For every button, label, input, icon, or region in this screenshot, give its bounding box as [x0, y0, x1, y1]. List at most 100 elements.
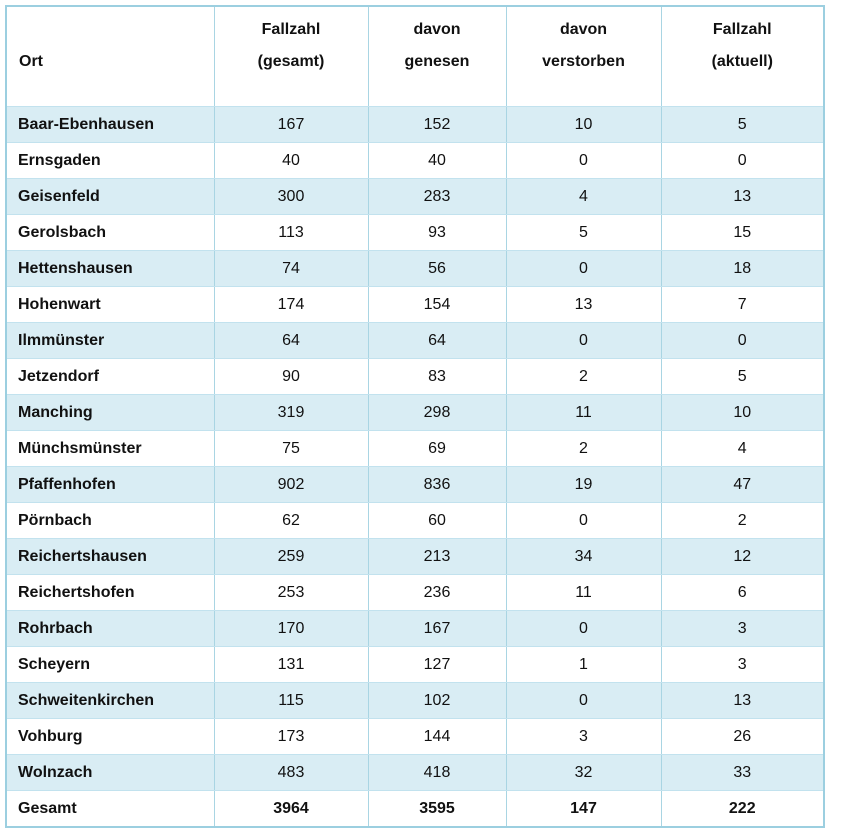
header-row: Ort Fallzahl (gesamt) davon genesen davo… — [5, 5, 825, 107]
cell-aktuell: 6 — [660, 574, 825, 611]
cell-verstorben: 19 — [505, 466, 662, 503]
cell-aktuell: 3 — [660, 610, 825, 647]
table-row: Ernsgaden 40 40 0 0 — [5, 142, 825, 179]
header-line2: Ort — [19, 53, 43, 70]
cell-ort: Wolnzach — [5, 754, 215, 791]
cell-genesen: 64 — [367, 322, 507, 359]
cell-aktuell: 5 — [660, 106, 825, 143]
cell-verstorben: 13 — [505, 286, 662, 323]
table-row: Geisenfeld 300 283 4 13 — [5, 178, 825, 215]
cell-ort: Münchsmünster — [5, 430, 215, 467]
table-row: Münchsmünster 75 69 2 4 — [5, 430, 825, 467]
header-line1: Fallzahl — [261, 21, 321, 38]
cell-genesen: 60 — [367, 502, 507, 539]
column-header-davon-verstorben: davon verstorben — [505, 5, 662, 107]
table-row: Vohburg 173 144 3 26 — [5, 718, 825, 755]
cell-verstorben: 0 — [505, 682, 662, 719]
cell-gesamt: 483 — [213, 754, 369, 791]
cell-aktuell: 13 — [660, 178, 825, 215]
cell-gesamt: 319 — [213, 394, 369, 431]
cell-genesen: 154 — [367, 286, 507, 323]
cell-ort: Ilmmünster — [5, 322, 215, 359]
cell-ort: Manching — [5, 394, 215, 431]
cell-ort: Schweitenkirchen — [5, 682, 215, 719]
cell-ort: Pörnbach — [5, 502, 215, 539]
cell-gesamt: 259 — [213, 538, 369, 575]
cell-gesamt: 253 — [213, 574, 369, 611]
cell-ort: Vohburg — [5, 718, 215, 755]
cell-verstorben: 3 — [505, 718, 662, 755]
cell-aktuell: 47 — [660, 466, 825, 503]
cell-aktuell: 13 — [660, 682, 825, 719]
cell-gesamt: 170 — [213, 610, 369, 647]
cell-aktuell: 3 — [660, 646, 825, 683]
cell-genesen: 69 — [367, 430, 507, 467]
cell-gesamt: 300 — [213, 178, 369, 215]
cell-verstorben: 0 — [505, 322, 662, 359]
cell-ort: Jetzendorf — [5, 358, 215, 395]
cell-genesen: 83 — [367, 358, 507, 395]
table-row: Reichertshofen 253 236 11 6 — [5, 574, 825, 611]
cell-verstorben: 147 — [505, 790, 662, 828]
column-header-fallzahl-aktuell: Fallzahl (aktuell) — [660, 5, 825, 107]
header-line2: (gesamt) — [257, 53, 325, 70]
header-line1: davon — [413, 21, 461, 38]
table-row: Jetzendorf 90 83 2 5 — [5, 358, 825, 395]
cell-ort: Reichertshofen — [5, 574, 215, 611]
cell-genesen: 152 — [367, 106, 507, 143]
table-row: Hettenshausen 74 56 0 18 — [5, 250, 825, 287]
cell-ort: Baar-Ebenhausen — [5, 106, 215, 143]
table-row: Hohenwart 174 154 13 7 — [5, 286, 825, 323]
cell-ort: Hettenshausen — [5, 250, 215, 287]
cell-gesamt: 113 — [213, 214, 369, 251]
cell-gesamt: 75 — [213, 430, 369, 467]
cell-verstorben: 2 — [505, 430, 662, 467]
table-row: Pörnbach 62 60 0 2 — [5, 502, 825, 539]
table-row: Wolnzach 483 418 32 33 — [5, 754, 825, 791]
cell-aktuell: 0 — [660, 142, 825, 179]
cell-gesamt: 167 — [213, 106, 369, 143]
header-line2: genesen — [404, 53, 470, 70]
cell-gesamt: 62 — [213, 502, 369, 539]
cell-genesen: 3595 — [367, 790, 507, 828]
cell-genesen: 236 — [367, 574, 507, 611]
column-header-ort: Ort — [5, 5, 215, 107]
cell-gesamt: 40 — [213, 142, 369, 179]
cell-ort: Hohenwart — [5, 286, 215, 323]
cell-aktuell: 5 — [660, 358, 825, 395]
cell-gesamt: 74 — [213, 250, 369, 287]
cell-aktuell: 26 — [660, 718, 825, 755]
cell-verstorben: 0 — [505, 142, 662, 179]
cell-genesen: 56 — [367, 250, 507, 287]
cell-verstorben: 0 — [505, 250, 662, 287]
cell-genesen: 127 — [367, 646, 507, 683]
cell-verstorben: 0 — [505, 610, 662, 647]
cell-verstorben: 11 — [505, 574, 662, 611]
cell-genesen: 102 — [367, 682, 507, 719]
cell-ort: Pfaffenhofen — [5, 466, 215, 503]
cell-aktuell: 4 — [660, 430, 825, 467]
cell-ort: Geisenfeld — [5, 178, 215, 215]
cell-gesamt: 90 — [213, 358, 369, 395]
table-row: Schweitenkirchen 115 102 0 13 — [5, 682, 825, 719]
cases-table-container: Ort Fallzahl (gesamt) davon genesen davo… — [5, 5, 825, 828]
cell-genesen: 167 — [367, 610, 507, 647]
table-body: Baar-Ebenhausen 167 152 10 5 Ernsgaden 40 40 0 0 G… — [5, 106, 825, 828]
cell-verstorben: 32 — [505, 754, 662, 791]
table-row: Scheyern 131 127 1 3 — [5, 646, 825, 683]
cell-aktuell: 33 — [660, 754, 825, 791]
cell-ort: Reichertshausen — [5, 538, 215, 575]
cell-verstorben: 34 — [505, 538, 662, 575]
cell-verstorben: 10 — [505, 106, 662, 143]
table-row: Gerolsbach 113 93 5 15 — [5, 214, 825, 251]
table-row: Rohrbach 170 167 0 3 — [5, 610, 825, 647]
cell-aktuell: 10 — [660, 394, 825, 431]
header-line1: Fallzahl — [712, 21, 772, 38]
cell-ort: Rohrbach — [5, 610, 215, 647]
cell-verstorben: 4 — [505, 178, 662, 215]
cell-verstorben: 5 — [505, 214, 662, 251]
cell-aktuell: 12 — [660, 538, 825, 575]
cell-aktuell: 18 — [660, 250, 825, 287]
column-header-davon-genesen: davon genesen — [367, 5, 507, 107]
